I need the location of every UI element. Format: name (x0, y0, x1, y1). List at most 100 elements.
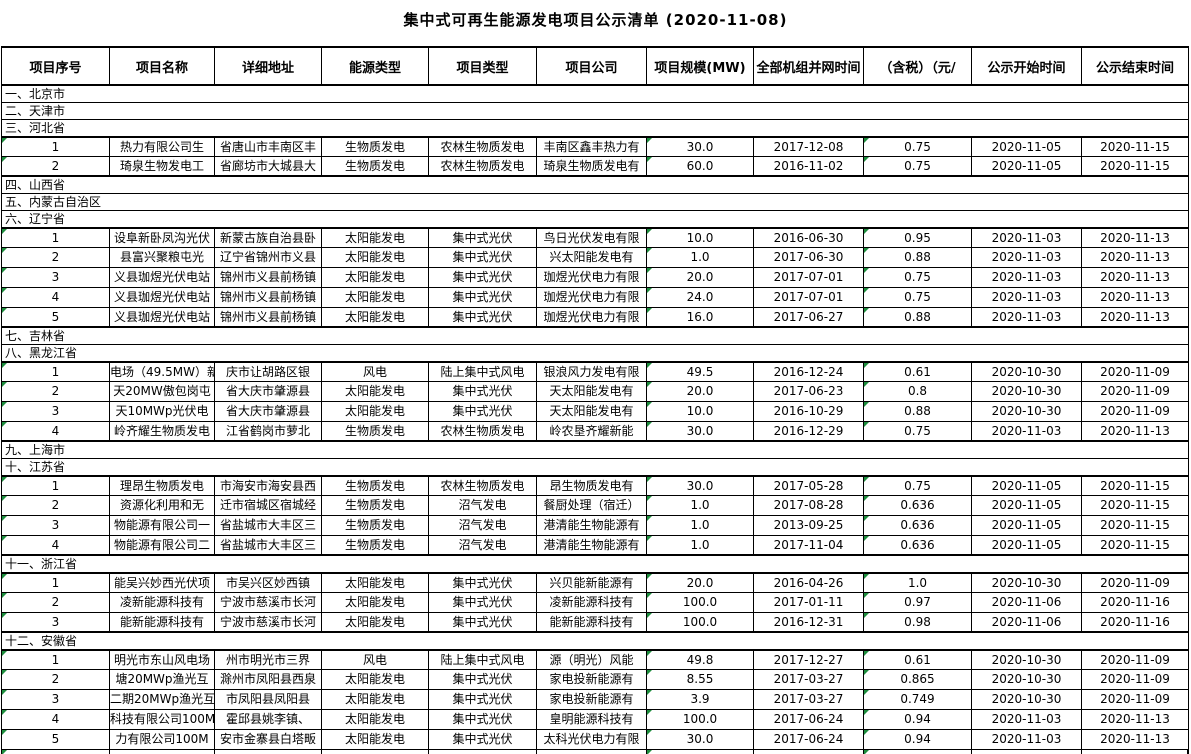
cell-address[interactable]: 滁州市凤阳县西泉 (215, 670, 322, 689)
cell-end-date[interactable]: 2020-11-09 (1100, 576, 1170, 590)
cell-project-no[interactable]: 2 (2, 157, 110, 175)
cell-project-name[interactable]: 理昂生物质发电 (110, 477, 215, 495)
cell-project-type[interactable]: 集中式光伏 (429, 402, 537, 421)
province-row[interactable]: 五、内蒙古自治区 (2, 194, 1188, 211)
cell-address[interactable]: 辽宁省锦州市义县 (215, 248, 322, 267)
province-row[interactable]: 四、山西省 (2, 177, 1188, 194)
cell-capacity-mw[interactable]: 10.0 (647, 229, 754, 247)
cell-grid-date[interactable]: 2017-07-01 (754, 268, 864, 287)
cell-end-date[interactable]: 2020-11-09 (1100, 672, 1170, 686)
column-header-start-date[interactable]: 公示开始时间 (972, 48, 1082, 84)
cell-price[interactable]: 0.75 (864, 157, 972, 175)
cell-end-date[interactable]: 2020-11-09 (1100, 384, 1170, 398)
cell-project-no[interactable]: 4 (2, 536, 110, 554)
cell-capacity-mw[interactable]: 1.0 (647, 496, 754, 515)
cell-capacity-mw[interactable]: 1.0 (647, 248, 754, 267)
cell-address[interactable]: 市凤阳县凤阳县 (215, 690, 322, 709)
column-header-end-date[interactable]: 公示结束时间 (1095, 60, 1174, 76)
cell-project-type[interactable]: 集中式光伏 (429, 288, 537, 307)
cell-capacity-mw[interactable]: 1.0 (647, 516, 754, 535)
cell-company[interactable]: 皇明能源科技有 (537, 710, 647, 729)
cell-end-date[interactable]: 2020-11-15 (1100, 518, 1170, 532)
cell-project-no[interactable]: 1 (2, 477, 110, 495)
cell-price[interactable]: 0.636 (864, 496, 972, 515)
cell-address[interactable]: 霍邱县姚李镇、 (215, 710, 322, 729)
cell-price[interactable]: 0.61 (864, 363, 972, 381)
cell-capacity-mw[interactable]: 100.0 (647, 710, 754, 729)
cell-company[interactable]: 港清能生物能源有 (537, 516, 647, 535)
cell-price[interactable]: 0.75 (864, 288, 972, 307)
cell-company[interactable]: 岭农垦齐耀新能 (537, 422, 647, 440)
cell-project-no[interactable]: 2 (2, 382, 110, 401)
cell-price[interactable]: 0.97 (864, 593, 972, 612)
cell-energy-type[interactable]: 太阳能发电 (322, 710, 429, 729)
cell-address[interactable]: 宁波市慈溪市长河 (215, 593, 322, 612)
cell-capacity-mw[interactable]: 60.0 (647, 157, 754, 175)
cell-price[interactable]: 0.865 (864, 670, 972, 689)
cell-capacity-mw[interactable]: 20.0 (647, 382, 754, 401)
cell-end-date[interactable]: 2020-11-15 (1100, 479, 1170, 493)
cell-start-date[interactable]: 2020-11-03 (972, 730, 1082, 749)
cell-start-date[interactable]: 2020-10-30 (972, 574, 1082, 592)
cell-price[interactable]: 0.88 (864, 248, 972, 267)
cell-address[interactable]: 锦州市义县前杨镇 (215, 288, 322, 307)
cell-project-no[interactable]: 5 (2, 730, 110, 749)
cell-project-name[interactable]: 科技有限公司100M (110, 710, 215, 729)
cell-project-type[interactable]: 集中式光伏 (429, 382, 537, 401)
province-row[interactable]: 三、河北省 (2, 120, 1188, 137)
cell-address[interactable]: 省盐城市大丰区三 (215, 516, 322, 535)
cell-energy-type[interactable]: 太阳能发电 (322, 402, 429, 421)
cell-company[interactable]: 昂生物质发电有 (537, 477, 647, 495)
cell-project-no[interactable] (2, 750, 110, 754)
cell-capacity-mw[interactable]: 49.8 (647, 651, 754, 669)
cell-grid-date[interactable]: 2016-12-31 (754, 613, 864, 631)
cell-address[interactable]: 省唐山市丰南区丰 (215, 138, 322, 156)
cell-energy-type[interactable]: 太阳能发电 (322, 229, 429, 247)
cell-start-date[interactable]: 2020-11-05 (972, 496, 1082, 515)
cell-grid-date[interactable]: 2016-11-02 (754, 157, 864, 175)
cell-capacity-mw[interactable]: 10.0 (647, 402, 754, 421)
cell-capacity-mw[interactable]: 30.0 (647, 477, 754, 495)
cell-address[interactable]: 宁波市慈溪市长河 (215, 613, 322, 631)
cell-grid-date[interactable]: 2017-12-08 (754, 138, 864, 156)
cell-capacity-mw[interactable]: 24.0 (647, 288, 754, 307)
cell-address[interactable] (215, 750, 322, 754)
cell-energy-type[interactable]: 风电 (322, 651, 429, 669)
cell-end-date[interactable]: 2020-11-15 (1100, 538, 1170, 552)
cell-project-type[interactable] (429, 750, 537, 754)
cell-project-no[interactable]: 3 (2, 402, 110, 421)
cell-grid-date[interactable]: 2017-06-30 (754, 248, 864, 267)
cell-project-type[interactable]: 集中式光伏 (429, 730, 537, 749)
cell-project-name[interactable]: 物能源有限公司二 (110, 536, 215, 554)
cell-project-name[interactable]: 设阜新卧凤沟光伏 (110, 229, 215, 247)
cell-grid-date[interactable]: 2017-07-01 (754, 288, 864, 307)
province-row[interactable]: 十二、安徽省 (2, 633, 1188, 650)
cell-project-type[interactable]: 集中式光伏 (429, 690, 537, 709)
cell-capacity-mw[interactable]: 100.0 (647, 593, 754, 612)
cell-address[interactable]: 锦州市义县前杨镇 (215, 268, 322, 287)
cell-energy-type[interactable] (322, 750, 429, 754)
column-header-project-type[interactable]: 项目类型 (429, 48, 537, 84)
cell-end-date[interactable]: 2020-11-09 (1100, 653, 1170, 667)
cell-project-no[interactable]: 4 (2, 422, 110, 440)
cell-energy-type[interactable]: 生物质发电 (322, 422, 429, 440)
cell-start-date[interactable]: 2020-11-03 (972, 248, 1082, 267)
column-header-project-no[interactable]: 项目序号 (2, 48, 110, 84)
cell-price[interactable]: 0.75 (864, 138, 972, 156)
cell-energy-type[interactable]: 太阳能发电 (322, 690, 429, 709)
cell-grid-date[interactable]: 2017-11-04 (754, 536, 864, 554)
cell-energy-type[interactable]: 生物质发电 (322, 516, 429, 535)
cell-capacity-mw[interactable]: 8.55 (647, 670, 754, 689)
cell-capacity-mw[interactable]: 30.0 (647, 422, 754, 440)
cell-energy-type[interactable]: 太阳能发电 (322, 593, 429, 612)
cell-project-type[interactable]: 集中式光伏 (429, 710, 537, 729)
cell-project-name[interactable]: 县富兴聚粮屯光 (110, 248, 215, 267)
cell-project-no[interactable]: 3 (2, 516, 110, 535)
cell-company[interactable]: 家电投新能源有 (537, 670, 647, 689)
cell-project-name[interactable]: 义县珈煜光伏电站 (110, 308, 215, 326)
cell-start-date[interactable]: 2020-11-03 (972, 268, 1082, 287)
cell-project-name[interactable]: 物能源有限公司一 (110, 516, 215, 535)
cell-project-no[interactable]: 1 (2, 229, 110, 247)
cell-project-name[interactable] (110, 750, 215, 754)
cell-end-date[interactable]: 2020-11-15 (1100, 140, 1170, 154)
